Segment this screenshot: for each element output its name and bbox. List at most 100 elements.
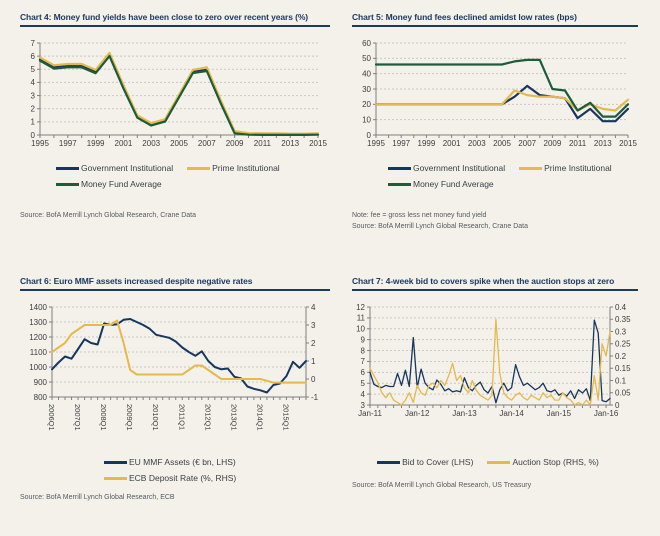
svg-text:1: 1 xyxy=(311,357,316,366)
legend-item: ECB Deposit Rate (%, RHS) xyxy=(104,473,236,483)
svg-text:2009: 2009 xyxy=(226,139,244,148)
svg-text:10: 10 xyxy=(356,325,365,334)
money-fund-average-line-swatch xyxy=(56,182,79,186)
money-fund-average-line-swatch xyxy=(388,182,411,186)
chart-7-legend: Bid to Cover (LHS) Auction Stop (RHS, %) xyxy=(352,457,638,467)
svg-text:1999: 1999 xyxy=(418,139,436,148)
svg-text:1995: 1995 xyxy=(31,139,49,148)
svg-text:2007: 2007 xyxy=(198,139,216,148)
svg-text:2013: 2013 xyxy=(594,139,612,148)
svg-text:40: 40 xyxy=(362,69,371,78)
svg-text:1000: 1000 xyxy=(29,363,47,372)
svg-text:3: 3 xyxy=(311,321,316,330)
svg-text:2003: 2003 xyxy=(142,139,160,148)
chart-6-source: Source: BofA Merrill Lynch Global Resear… xyxy=(20,494,175,501)
svg-text:0.4: 0.4 xyxy=(615,303,627,312)
legend-label: Money Fund Average xyxy=(413,179,494,189)
chart-7-panel: Chart 7: 4-week bid to covers spike when… xyxy=(352,276,638,492)
legend-item: Government Institutional xyxy=(388,163,505,173)
svg-text:2007: 2007 xyxy=(518,139,536,148)
legend-row: EU MMF Assets (€ bn, LHS) xyxy=(104,457,330,467)
svg-text:1300: 1300 xyxy=(29,318,47,327)
legend-label: Money Fund Average xyxy=(81,179,162,189)
svg-text:2005: 2005 xyxy=(493,139,511,148)
svg-text:-1: -1 xyxy=(311,393,319,402)
chart-5-legend: Government Institutional Prime Instituti… xyxy=(352,163,638,189)
legend-label: ECB Deposit Rate (%, RHS) xyxy=(129,473,237,483)
svg-text:2011Q1: 2011Q1 xyxy=(177,404,186,430)
chart-6-plot: 800 900 1000 1100 1200 1300 1400 -1 0 1 2 3 4 2006Q1 2… xyxy=(20,299,330,451)
svg-text:0.15: 0.15 xyxy=(615,364,631,373)
chart-5-title: Chart 5: Money fund fees declined amidst… xyxy=(352,12,638,27)
chart-7-plot: 3 4 5 6 7 8 9 10 11 12 0 0.05 0.1 0.15 0.2 0.25 0.3 0.35 0… xyxy=(352,299,638,423)
legend-item: Prime Institutional xyxy=(519,163,612,173)
svg-text:10: 10 xyxy=(362,115,371,124)
svg-text:2: 2 xyxy=(311,339,316,348)
svg-text:5: 5 xyxy=(361,379,366,388)
chart-4-title: Chart 4: Money fund yields have been clo… xyxy=(20,12,330,27)
chart-6-legend: EU MMF Assets (€ bn, LHS) ECB Deposit Ra… xyxy=(20,457,330,483)
svg-text:2009: 2009 xyxy=(544,139,562,148)
svg-text:Jan-13: Jan-13 xyxy=(452,409,477,418)
svg-text:2: 2 xyxy=(31,105,36,114)
legend-row: Bid to Cover (LHS) Auction Stop (RHS, %) xyxy=(352,457,638,467)
chart-4-legend: Government Institutional Prime Instituti… xyxy=(20,163,330,189)
chart-7-source: Source: BofA Merrill Lynch Global Resear… xyxy=(352,482,532,489)
svg-text:2014Q1: 2014Q1 xyxy=(255,404,264,431)
svg-text:2012Q1: 2012Q1 xyxy=(203,404,212,431)
legend-label: Bid to Cover (LHS) xyxy=(402,457,474,467)
svg-text:50: 50 xyxy=(362,54,371,63)
svg-text:2015: 2015 xyxy=(309,139,327,148)
svg-text:1100: 1100 xyxy=(30,348,48,357)
svg-text:Jan-12: Jan-12 xyxy=(405,409,430,418)
chart-4-plot: 0 1 2 3 4 5 6 7 1995 1997 1999 2001 2003 2005 2007 2009… xyxy=(20,35,330,151)
svg-text:2013Q1: 2013Q1 xyxy=(229,404,238,431)
svg-text:2008Q1: 2008Q1 xyxy=(99,404,108,431)
government-institutional-line-swatch xyxy=(388,166,411,170)
chart-5-source: Source: BofA Merrill Lynch Global Resear… xyxy=(352,222,528,230)
svg-text:5: 5 xyxy=(31,65,36,74)
legend-item: EU MMF Assets (€ bn, LHS) xyxy=(104,457,236,467)
svg-text:4: 4 xyxy=(31,78,36,87)
svg-text:Jan-15: Jan-15 xyxy=(547,409,572,418)
legend-label: Government Institutional xyxy=(81,163,174,173)
svg-text:12: 12 xyxy=(356,303,365,312)
svg-text:1: 1 xyxy=(31,118,36,127)
svg-text:6: 6 xyxy=(31,52,36,61)
legend-row: Money Fund Average xyxy=(56,179,330,189)
legend-label: Prime Institutional xyxy=(544,163,612,173)
svg-text:1995: 1995 xyxy=(367,139,385,148)
chart-6-title: Chart 6: Euro MMF assets increased despi… xyxy=(20,276,330,291)
legend-row: Government Institutional Prime Instituti… xyxy=(56,163,330,173)
legend-item: Prime Institutional xyxy=(187,163,280,173)
ecb-deposit-rate-line-swatch xyxy=(104,476,127,480)
eu-mmf-assets-line-swatch xyxy=(104,460,127,464)
svg-text:0.25: 0.25 xyxy=(615,340,631,349)
svg-text:11: 11 xyxy=(357,314,366,323)
svg-text:20: 20 xyxy=(362,100,371,109)
svg-text:9: 9 xyxy=(361,335,366,344)
chart-5-plot: 0 10 20 30 40 50 60 1995 1997 1999 2001 2003 2005 200… xyxy=(352,35,638,151)
svg-text:2001: 2001 xyxy=(443,139,461,148)
svg-text:Jan-11: Jan-11 xyxy=(358,409,382,418)
svg-text:900: 900 xyxy=(34,378,48,387)
chart-5-note: Note: fee = gross less net money fund yi… xyxy=(352,212,487,219)
chart-5-panel: Chart 5: Money fund fees declined amidst… xyxy=(352,12,638,232)
chart-6-panel: Chart 6: Euro MMF assets increased despi… xyxy=(20,276,330,504)
legend-row: ECB Deposit Rate (%, RHS) xyxy=(104,473,330,483)
svg-text:60: 60 xyxy=(362,39,371,48)
svg-text:0.35: 0.35 xyxy=(615,315,631,324)
svg-text:Jan-14: Jan-14 xyxy=(499,409,524,418)
svg-text:2001: 2001 xyxy=(115,139,133,148)
prime-institutional-line-swatch xyxy=(519,166,543,170)
legend-item: Government Institutional xyxy=(56,163,173,173)
svg-text:4: 4 xyxy=(361,390,366,399)
svg-text:3: 3 xyxy=(361,401,366,410)
svg-text:2005: 2005 xyxy=(170,139,188,148)
svg-text:0: 0 xyxy=(31,131,36,140)
auction-stop-line-swatch xyxy=(487,460,511,464)
svg-text:0.1: 0.1 xyxy=(615,376,627,385)
government-institutional-line-swatch xyxy=(56,166,79,170)
svg-text:1999: 1999 xyxy=(87,139,105,148)
